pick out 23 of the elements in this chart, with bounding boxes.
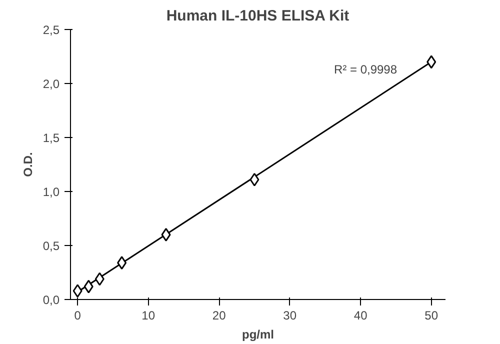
x-tick-label: 50 <box>424 308 438 322</box>
x-tick-label: 0 <box>74 308 82 322</box>
point <box>84 280 94 294</box>
annotation: R² = 0,9998 <box>334 62 398 76</box>
y-tick-label: 0,5 <box>42 239 60 253</box>
x-tick-label: 40 <box>354 308 368 322</box>
point <box>250 172 260 186</box>
x-tick-label: 10 <box>142 308 156 322</box>
y-tick-label: 1,5 <box>42 131 60 145</box>
y-axis-title: O.D. <box>20 152 35 177</box>
x-tick-label: 20 <box>212 308 226 322</box>
point <box>161 228 171 242</box>
y-tick-label: 1,0 <box>42 185 60 199</box>
y-tick-label: 2,0 <box>42 77 60 91</box>
x-tick-label: 30 <box>283 308 297 322</box>
y-tick-label: 2,5 <box>42 23 60 37</box>
point <box>94 272 104 286</box>
y-tick-label: 0,0 <box>42 293 60 307</box>
x-axis-title: pg/ml <box>242 328 274 342</box>
point <box>72 284 82 298</box>
point <box>426 55 436 69</box>
point <box>117 256 127 270</box>
chart-title: Human IL-10HS ELISA Kit <box>166 8 350 24</box>
